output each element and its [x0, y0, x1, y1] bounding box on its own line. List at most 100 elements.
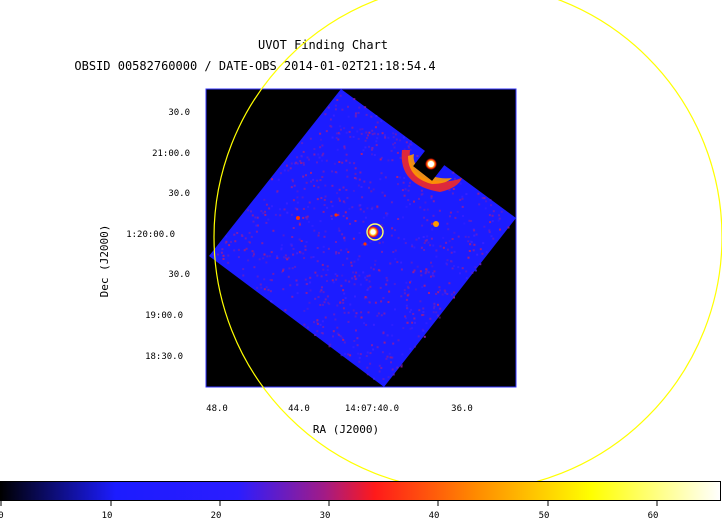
noise-pixel	[345, 169, 348, 172]
noise-pixel	[321, 286, 323, 289]
noise-pixel	[410, 280, 413, 283]
noise-pixel	[321, 263, 324, 266]
noise-pixel	[426, 208, 429, 211]
noise-pixel	[281, 271, 283, 274]
noise-pixel	[367, 134, 369, 137]
noise-pixel	[395, 138, 398, 141]
chart-subtitle: OBSID 00582760000 / DATE-OBS 2014-01-02T…	[74, 59, 435, 73]
noise-pixel	[414, 288, 417, 291]
noise-pixel	[442, 246, 445, 249]
noise-pixel	[293, 184, 296, 187]
noise-pixel	[357, 352, 360, 355]
noise-pixel	[406, 285, 409, 288]
noise-pixel	[339, 125, 342, 128]
noise-pixel	[352, 189, 355, 192]
noise-pixel	[420, 193, 423, 196]
noise-pixel	[372, 188, 375, 191]
noise-pixel	[403, 148, 406, 151]
noise-pixel	[391, 159, 394, 162]
noise-pixel	[462, 215, 464, 217]
noise-pixel	[253, 266, 256, 269]
noise-pixel	[409, 140, 412, 143]
noise-pixel	[338, 229, 341, 232]
noise-pixel	[485, 200, 488, 203]
noise-pixel	[474, 266, 477, 269]
noise-pixel	[324, 316, 327, 319]
noise-pixel	[417, 335, 420, 338]
noise-pixel	[476, 253, 479, 256]
noise-pixel	[245, 247, 248, 250]
noise-pixel	[407, 189, 410, 192]
noise-pixel	[216, 253, 219, 256]
noise-pixel	[365, 323, 368, 326]
noise-pixel	[320, 275, 323, 278]
noise-pixel	[379, 178, 382, 181]
noise-pixel	[330, 215, 333, 218]
noise-pixel	[359, 204, 362, 207]
noise-pixel	[331, 136, 334, 139]
noise-pixel	[343, 292, 346, 295]
noise-pixel	[302, 216, 305, 219]
noise-pixel	[364, 296, 367, 298]
noise-pixel	[421, 314, 423, 317]
noise-pixel	[323, 235, 326, 238]
noise-pixel	[409, 281, 411, 284]
noise-pixel	[256, 286, 259, 289]
noise-pixel	[475, 233, 478, 236]
noise-pixel	[309, 276, 312, 279]
noise-pixel	[364, 106, 367, 109]
noise-pixel	[301, 196, 304, 199]
noise-pixel	[359, 171, 362, 174]
noise-pixel	[242, 268, 245, 271]
noise-pixel	[237, 248, 240, 251]
noise-pixel	[461, 197, 464, 200]
noise-pixel	[327, 247, 330, 250]
colorbar-tick-label: 40	[429, 511, 440, 521]
noise-pixel	[425, 239, 428, 242]
noise-pixel	[423, 242, 426, 244]
noise-pixel	[352, 271, 355, 274]
noise-pixel	[401, 353, 404, 356]
noise-pixel	[272, 229, 275, 232]
noise-pixel	[422, 307, 425, 310]
noise-pixel	[349, 303, 352, 306]
noise-pixel	[309, 289, 312, 292]
noise-pixel	[387, 159, 390, 162]
noise-pixel	[468, 250, 471, 252]
noise-pixel	[394, 229, 396, 232]
noise-pixel	[405, 304, 408, 307]
noise-pixel	[329, 118, 332, 121]
noise-pixel	[338, 161, 341, 163]
noise-pixel	[322, 251, 325, 254]
noise-pixel	[365, 113, 368, 116]
noise-pixel	[385, 212, 388, 215]
noise-pixel	[479, 248, 482, 251]
noise-pixel	[446, 259, 449, 262]
noise-pixel	[314, 297, 317, 300]
noise-pixel	[409, 181, 411, 184]
noise-pixel	[441, 293, 444, 296]
noise-pixel	[488, 214, 491, 217]
scattered-light-core	[408, 154, 452, 184]
noise-pixel	[265, 203, 268, 206]
noise-pixel	[323, 198, 326, 201]
noise-pixel	[269, 279, 272, 281]
noise-pixel	[307, 220, 310, 223]
noise-pixel	[317, 234, 320, 237]
noise-pixel	[449, 211, 452, 214]
noise-pixel	[358, 356, 361, 359]
noise-pixel	[411, 245, 414, 248]
noise-pixel	[340, 249, 343, 252]
noise-pixel	[393, 146, 396, 149]
noise-pixel	[359, 283, 362, 286]
noise-pixel	[357, 137, 360, 140]
noise-pixel	[353, 98, 356, 101]
scattered-light-arc	[401, 150, 462, 192]
noise-pixel	[328, 303, 331, 305]
noise-pixel	[311, 224, 314, 227]
noise-pixel	[383, 312, 386, 315]
noise-pixel	[469, 240, 472, 243]
noise-pixel	[336, 274, 339, 277]
noise-pixel	[310, 180, 313, 183]
